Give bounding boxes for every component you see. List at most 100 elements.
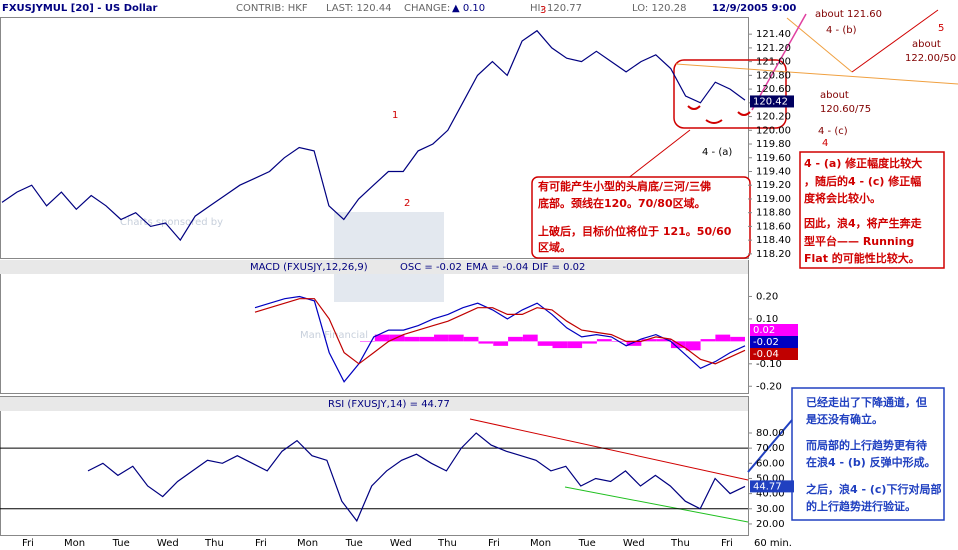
change-label: CHANGE: (404, 3, 450, 14)
note-text: ，随后的4 - (c) 修正幅 (804, 174, 921, 188)
histogram-bar (552, 341, 568, 349)
y-tick-label: 30.00 (756, 504, 785, 515)
x-tick-label: Fri (721, 538, 733, 549)
y-tick-label: 119.60 (756, 153, 791, 164)
change: ▲ 0.10 (452, 3, 485, 14)
note-text: 是还没有确立。 (805, 412, 883, 426)
wave-note: 4 - (c) (818, 126, 848, 137)
note-text: 型平台—— Running (804, 234, 914, 248)
y-tick-label: 118.60 (756, 221, 791, 232)
y-tick-label: 120.00 (756, 125, 791, 136)
contrib: CONTRIB: HKF (236, 3, 308, 14)
note-text: 而局部的上行趋势更有待 (806, 438, 927, 452)
x-tick-label: Wed (390, 538, 412, 549)
histogram-bar (434, 334, 449, 342)
histogram-bar (478, 341, 494, 344)
hi: HI: 120.77 (530, 3, 582, 14)
end-label-box (750, 348, 798, 360)
note-text: 上破后，目标价位将位于 121。50/60 (538, 224, 732, 238)
histogram-bar (730, 336, 745, 342)
y-tick-label: 70.00 (756, 443, 785, 454)
histogram-bar (404, 336, 420, 342)
data-line (1, 29, 746, 242)
y-tick-label: 118.40 (756, 235, 791, 246)
x-tick-label: Fri (255, 538, 267, 549)
y-tick-label: 121.00 (756, 57, 791, 68)
wave-line (851, 9, 939, 73)
wave-note: 120.60/75 (820, 104, 871, 115)
histogram-bar (685, 341, 701, 351)
macd-title-bar (0, 260, 748, 274)
wave-line (751, 13, 807, 111)
histogram-bar (522, 334, 538, 342)
x-tick-label: Thu (670, 538, 690, 549)
wave-label: 3 (540, 5, 546, 16)
x-tick-label: Fri (488, 538, 500, 549)
watermark-logo (334, 212, 444, 302)
watermark: Charts sponsored by (120, 217, 223, 228)
x-tick-label: Tue (578, 538, 596, 549)
datetime: 12/9/2005 9:00 (712, 3, 796, 14)
end-label: -0.04 (753, 349, 779, 360)
wave-note: 4 (822, 138, 828, 149)
histogram-bar (508, 336, 523, 342)
y-tick-label: 118.80 (756, 208, 791, 219)
y-tick-label: 50.00 (756, 473, 785, 484)
end-label: 0.02 (753, 325, 775, 336)
wave-note: about 121.60 (815, 9, 882, 20)
y-tick-label: 119.20 (756, 180, 791, 191)
x-tick-label: Thu (204, 538, 224, 549)
legend-entry: EMA = -0.04 (466, 262, 528, 273)
histogram-bar (493, 341, 509, 346)
histogram-bar (374, 334, 390, 342)
y-tick-label: -0.10 (756, 359, 782, 370)
y-tick-label: 80.00 (756, 428, 785, 439)
histogram-bar (626, 341, 642, 346)
x-tick-label: Wed (623, 538, 645, 549)
histogram-bar (463, 336, 479, 342)
histogram-bar (700, 339, 716, 342)
histogram-bar (670, 341, 686, 349)
legend-entry: DIF = 0.02 (532, 262, 585, 273)
histogram-bar (582, 341, 597, 344)
note-text: 区域。 (538, 240, 571, 254)
pattern-box (673, 59, 787, 129)
legend-entry: OSC = -0.02 (400, 262, 462, 273)
last-marker-label: 44.77 (753, 481, 782, 492)
note-box (799, 151, 945, 269)
y-tick-label: 40.00 (756, 489, 785, 500)
note-text: 的上行趋势进行验证。 (806, 499, 916, 513)
note-text: 之后，浪4 - (c)下行对局部 (806, 482, 941, 496)
rsi-panel (0, 396, 749, 536)
note-box (791, 387, 945, 521)
arrow (747, 419, 793, 473)
y-tick-label: 0.20 (756, 291, 778, 302)
data-line (87, 432, 746, 523)
y-tick-label: 120.20 (756, 112, 791, 123)
price-panel (0, 17, 749, 259)
watermark: Man Financial (300, 330, 368, 341)
panel-title: MACD (FXUSJY,12,26,9) (250, 262, 368, 273)
x-tick-label: Mon (64, 538, 85, 549)
x-tick-label: Tue (345, 538, 363, 549)
x-tick-label: Tue (112, 538, 130, 549)
rsi-title-bar (0, 397, 748, 411)
note-text: 有可能产生小型的头肩底/三河/三佛 (538, 179, 711, 193)
end-label-box (750, 324, 798, 336)
panel-title: RSI (FXUSJY,14) = 44.77 (328, 399, 450, 410)
y-tick-label: -0.20 (756, 381, 782, 392)
y-tick-label: 60.00 (756, 458, 785, 469)
y-tick-label: 119.80 (756, 139, 791, 150)
note-text: 底部。颈线在120。70/80区域。 (538, 196, 706, 210)
y-tick-label: 119.40 (756, 166, 791, 177)
x-tick-label: Fri (22, 538, 34, 549)
histogram-bar (537, 341, 553, 346)
lo: LO: 120.28 (632, 3, 686, 14)
wave-note: about (820, 90, 849, 101)
neckline (675, 63, 958, 85)
wave-note: 122.00/50 (905, 53, 956, 64)
histogram-bar (715, 334, 731, 342)
note-box (531, 176, 751, 259)
data-line (254, 298, 746, 365)
